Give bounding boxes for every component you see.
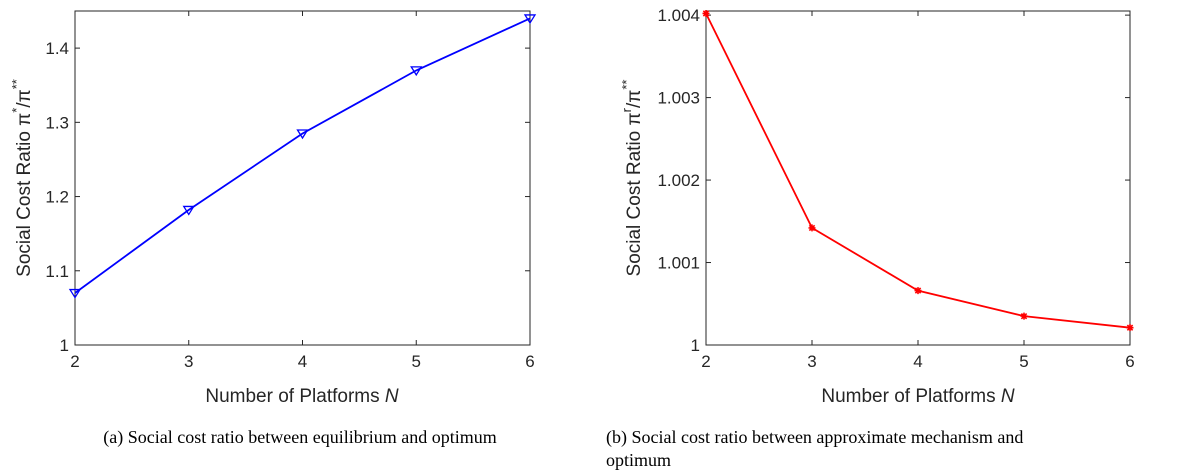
chart-b-x-tick-label: 5 — [1019, 352, 1028, 371]
chart-a-data-point — [296, 129, 309, 140]
chart-a-x-tick-label: 4 — [298, 352, 307, 371]
chart-a-data-point — [68, 288, 82, 299]
chart-b-data-point — [1020, 312, 1028, 320]
chart-b-series-line — [705, 13, 1131, 329]
caption-b-line1: (b) Social cost ratio between approximat… — [606, 427, 1023, 448]
chart-b-data-point — [808, 224, 816, 232]
chart-a-y-axis-label: Social Cost Ratio π*/π** — [9, 79, 35, 277]
chart-a-data-point — [410, 66, 423, 77]
chart-a-x-axis-label: Number of Platforms N — [205, 386, 399, 407]
chart-a-y-tick-label: 1.1 — [45, 262, 69, 281]
chart-b-data-point — [914, 287, 922, 295]
chart-b-x-tick-label: 2 — [701, 352, 710, 371]
chart-a-y-tick-label: 1.3 — [45, 113, 69, 132]
chart-b-plot-frame — [705, 10, 1131, 346]
chart-a: 2 3 4 5 6 1 1.1 1.2 1.3 1.4 Number of Platforms N… — [9, 10, 537, 407]
chart-b-x-tick-label: 6 — [1125, 352, 1134, 371]
chart-b-y-axis-label: Social Cost Ratio πr/π** — [619, 80, 645, 277]
chart-b-y-tick-label: 1.001 — [657, 254, 700, 273]
chart-b-x-axis-label: Number of Platforms N — [821, 386, 1015, 407]
chart-a-y-tick-label: 1.4 — [45, 39, 69, 58]
chart-a-data-point — [523, 14, 537, 25]
chart-a-x-tick-label: 2 — [70, 352, 79, 371]
chart-a-data-point — [182, 205, 195, 216]
chart-b-y-tick-label: 1.002 — [657, 171, 700, 190]
chart-b-x-tick-label: 3 — [807, 352, 816, 371]
caption-a: (a) Social cost ratio between equilibriu… — [103, 427, 496, 448]
chart-a-plot-frame — [74, 10, 531, 346]
chart-a-series-line — [74, 17, 531, 294]
chart-b-x-tick-label: 4 — [913, 352, 922, 371]
caption-b-line2: optimum — [606, 450, 671, 470]
chart-b-y-tick-label: 1.004 — [657, 6, 700, 25]
chart-b-y-tick-label: 1 — [691, 336, 700, 355]
chart-a-y-tick-label: 1 — [60, 336, 69, 355]
chart-a-x-tick-label: 5 — [412, 352, 421, 371]
chart-a-x-tick-label: 6 — [525, 352, 534, 371]
chart-b-data-point — [1126, 324, 1134, 332]
chart-b-data-point — [702, 9, 710, 17]
chart-a-x-tick-label: 3 — [184, 352, 193, 371]
chart-b-y-tick-label: 1.003 — [657, 89, 700, 108]
chart-a-y-tick-label: 1.2 — [45, 188, 69, 207]
chart-b: 2 3 4 5 6 1 1.001 1.002 1.003 1.004 Number of Pla… — [619, 6, 1135, 407]
